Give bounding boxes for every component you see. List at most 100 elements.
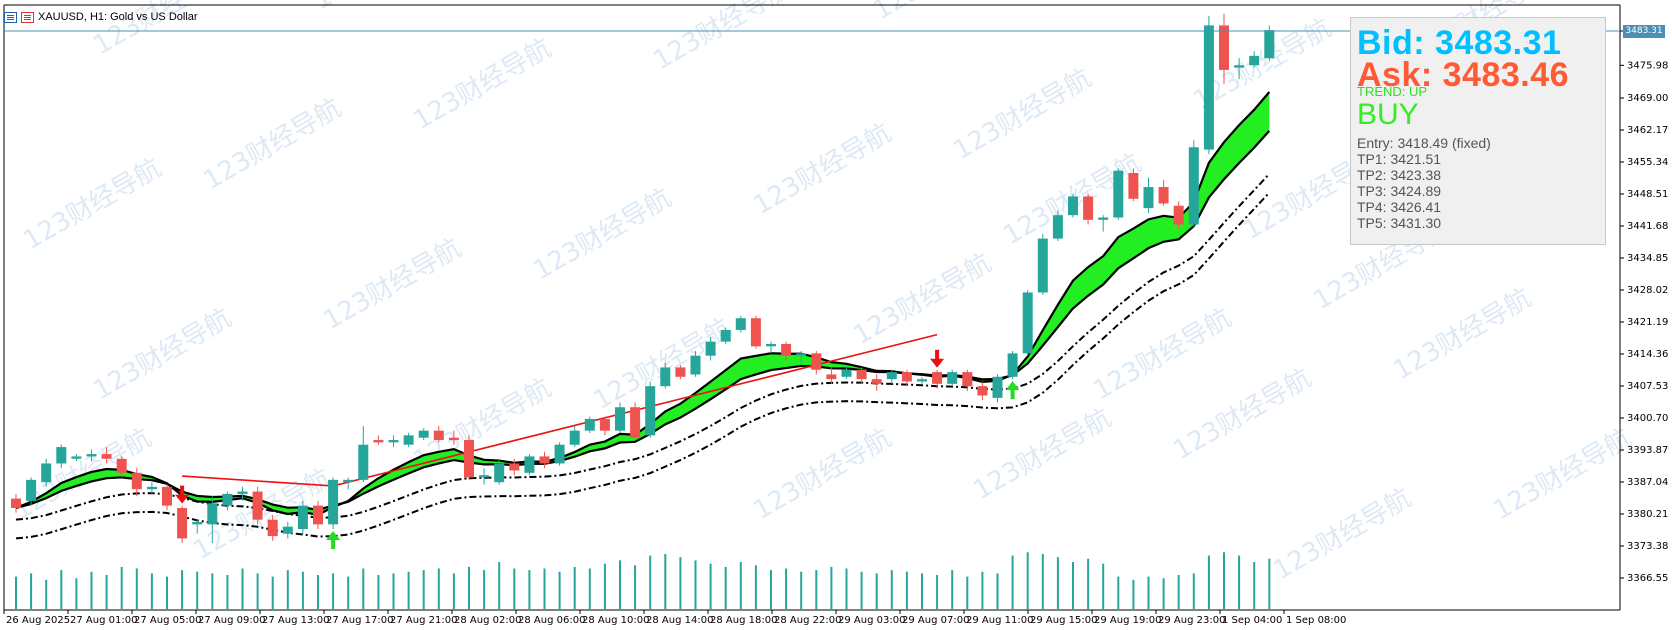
candle-body [26, 479, 37, 501]
candle-body [373, 440, 384, 443]
candle-body [297, 505, 308, 530]
candle-body [1219, 25, 1229, 70]
candle-body [162, 486, 172, 506]
symbol-window-icon[interactable] [21, 11, 34, 23]
candle-body [1173, 205, 1184, 225]
volume-histogram [15, 552, 1271, 609]
candle-body [207, 503, 218, 525]
candle-body [992, 376, 1003, 398]
candle-body [1249, 55, 1260, 66]
time-tick-label: 26 Aug 2025 [6, 615, 70, 626]
candle-body [1158, 187, 1169, 204]
time-tick-label: 27 Aug 13:00 [262, 615, 329, 626]
candle-body [599, 418, 610, 431]
candle-body [418, 430, 429, 438]
signal-label: BUY [1357, 98, 1419, 131]
candle-body [464, 440, 474, 478]
candle-body [660, 367, 671, 387]
sell-arrow-stem [180, 485, 185, 496]
candle-body [615, 407, 625, 431]
candle-body [630, 407, 641, 438]
candle-body [1083, 196, 1094, 220]
candle-body [192, 522, 203, 525]
candle-body [1098, 217, 1109, 220]
candle-body [645, 386, 656, 436]
candle-body [282, 526, 293, 534]
price-tick-label: 3414.36 [1627, 349, 1668, 360]
price-tick-label: 3455.34 [1627, 157, 1668, 168]
time-tick-label: 28 Aug 22:00 [774, 615, 841, 626]
candle-body [735, 318, 746, 330]
sell-arrow-stem [935, 349, 940, 360]
candle-body [811, 353, 822, 370]
candle-body [328, 479, 339, 525]
candle-body [509, 463, 520, 471]
price-tick-label: 3373.38 [1627, 541, 1668, 552]
candle-body [313, 505, 323, 525]
candle-body [146, 486, 157, 490]
price-tick-label: 3434.85 [1627, 253, 1668, 264]
time-tick-label: 28 Aug 14:00 [646, 615, 713, 626]
candle-body [871, 379, 882, 384]
candle-body [479, 475, 490, 478]
time-tick-label: 29 Aug 11:00 [966, 615, 1033, 626]
candlestick-series [11, 13, 1275, 544]
ask-label: Ask: 3483.46 [1357, 56, 1570, 94]
time-tick-label: 27 Aug 05:00 [134, 615, 201, 626]
time-tick-label: 1 Sep 04:00 [1222, 615, 1282, 626]
candle-body [524, 456, 535, 473]
candle-body [388, 440, 399, 443]
candle-body [433, 430, 444, 441]
time-tick-label: 28 Aug 02:00 [454, 615, 521, 626]
current-price-tag: 3483.31 [1623, 25, 1665, 38]
candle-body [856, 369, 867, 380]
candle-body [826, 374, 837, 380]
candle-body [705, 341, 716, 356]
candle-body [1052, 215, 1063, 239]
candle-body [1188, 147, 1199, 225]
candle-body [222, 493, 233, 506]
chart-title: XAUUSD, H1: Gold vs US Dollar [38, 11, 198, 23]
candle-body [267, 519, 278, 537]
candle-body [569, 430, 580, 445]
candle-body [977, 386, 988, 396]
tp3-label: TP3: 3424.89 [1357, 183, 1442, 199]
candle-body [116, 458, 127, 473]
candle-body [237, 491, 248, 494]
lower-band-2 [15, 191, 1271, 540]
price-tick-label: 3387.04 [1627, 477, 1668, 488]
candle-body [917, 379, 927, 382]
candle-body [584, 418, 595, 431]
candle-body [41, 463, 52, 483]
candle-body [1264, 30, 1275, 59]
candle-body [750, 318, 761, 347]
candle-body [841, 369, 852, 377]
buy-arrow-icon [1005, 381, 1020, 391]
candle-body [886, 372, 897, 380]
chart-title-bar: XAUUSD, H1: Gold vs US Dollar [4, 9, 198, 25]
price-tick-label: 3393.87 [1627, 445, 1668, 456]
candle-body [403, 435, 414, 445]
time-tick-label: 28 Aug 06:00 [518, 615, 585, 626]
time-tick-label: 27 Aug 17:00 [326, 615, 393, 626]
price-tick-label: 3400.70 [1627, 413, 1668, 424]
price-tick-label: 3475.98 [1627, 60, 1668, 71]
time-tick-label: 28 Aug 10:00 [582, 615, 649, 626]
time-tick-label: 29 Aug 07:00 [902, 615, 969, 626]
candle-body [1007, 353, 1018, 377]
candle-body [947, 372, 958, 384]
candle-body [932, 372, 943, 384]
candle-body [448, 437, 459, 441]
chart-menu-icon[interactable] [4, 11, 17, 23]
candle-body [1068, 196, 1078, 216]
candle-body [554, 444, 565, 464]
time-tick-label: 29 Aug 03:00 [838, 615, 905, 626]
candle-body [1113, 170, 1124, 218]
time-tick-label: 29 Aug 19:00 [1094, 615, 1161, 626]
candle-body [11, 498, 21, 508]
trend-line[interactable] [182, 475, 334, 487]
candle-body [781, 343, 792, 356]
candle-body [86, 454, 97, 457]
